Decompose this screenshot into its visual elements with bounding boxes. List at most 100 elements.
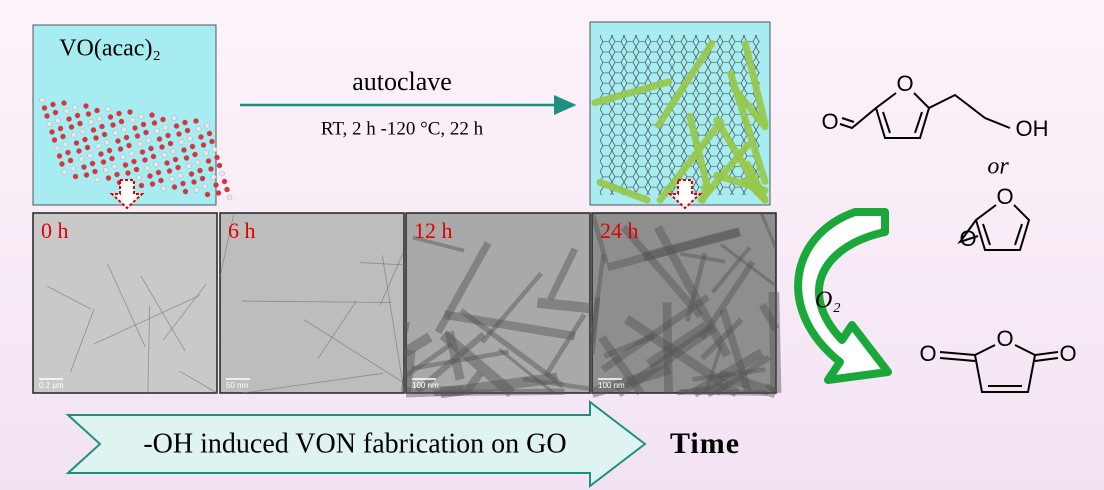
tem-feature bbox=[623, 315, 740, 397]
reaction-conditions: RT, 2 h -120 °C, 22 h bbox=[321, 118, 484, 139]
atom-dot bbox=[120, 154, 126, 160]
atom-dot bbox=[165, 132, 171, 139]
atom-dot bbox=[70, 165, 76, 172]
tem-feature bbox=[411, 349, 509, 371]
tem-feature bbox=[147, 305, 151, 394]
atom-dot bbox=[51, 137, 58, 143]
atom-dot bbox=[77, 120, 83, 127]
atom-dot bbox=[172, 156, 179, 163]
atom-dot bbox=[148, 145, 154, 152]
tem-feature bbox=[462, 370, 484, 396]
tem-feature bbox=[522, 376, 591, 391]
tem-feature bbox=[107, 263, 146, 347]
atom-dot bbox=[171, 184, 178, 190]
tem-feature bbox=[719, 243, 777, 288]
atom-dot bbox=[104, 139, 110, 146]
atom-dot bbox=[171, 115, 177, 121]
atom-dot bbox=[114, 171, 120, 178]
atom-dot bbox=[44, 113, 50, 119]
atom-dot bbox=[46, 121, 53, 127]
scale-label: 0.2 μm bbox=[39, 381, 64, 390]
tem-feature bbox=[381, 255, 405, 392]
atom-dot bbox=[178, 139, 185, 145]
atom-dot bbox=[94, 107, 100, 114]
atom-dot bbox=[96, 115, 103, 122]
tem-feature bbox=[590, 364, 672, 398]
atom-dot bbox=[155, 169, 162, 176]
atom-dot bbox=[126, 142, 132, 149]
precursor-lattice bbox=[39, 97, 233, 201]
time-arrow-text: -OH induced VON fabrication on GO bbox=[143, 428, 566, 459]
atom-dot bbox=[210, 174, 217, 180]
atom-dot bbox=[151, 120, 158, 126]
atom-dot bbox=[117, 146, 124, 152]
tem-image bbox=[219, 212, 405, 394]
tem-feature bbox=[317, 300, 357, 359]
tem-feature bbox=[641, 227, 742, 262]
tem-feature bbox=[717, 369, 778, 399]
rod bbox=[686, 112, 712, 194]
atom-dot bbox=[192, 151, 198, 158]
oxidant: O₂ bbox=[815, 288, 841, 314]
atom-dot bbox=[160, 185, 167, 192]
precursor-label: VO(acac)₂ bbox=[59, 36, 161, 62]
maleic-anhydride-bonds bbox=[939, 344, 1059, 393]
atom-dot bbox=[84, 144, 91, 151]
atom-dot bbox=[191, 179, 197, 185]
atom-dot bbox=[170, 148, 176, 155]
atom-dot bbox=[188, 171, 195, 177]
atom-dot bbox=[206, 130, 213, 137]
tem-feature bbox=[714, 354, 771, 396]
atom-dot bbox=[215, 190, 222, 196]
atom-dot bbox=[41, 105, 48, 111]
atom-dot bbox=[72, 173, 79, 180]
tem-feature bbox=[620, 224, 704, 319]
atom-dot bbox=[112, 130, 119, 136]
tem-feature bbox=[405, 385, 464, 398]
atom-dot bbox=[60, 133, 66, 140]
time-arrow bbox=[65, 399, 647, 489]
tem-feature bbox=[400, 349, 416, 394]
tem-feature bbox=[680, 251, 726, 264]
atom-dot bbox=[57, 125, 64, 132]
tem-feature bbox=[768, 291, 782, 394]
tem-feature bbox=[379, 252, 404, 306]
tem-feature bbox=[243, 372, 383, 394]
atom-dot bbox=[164, 160, 170, 166]
tem-feature bbox=[676, 382, 729, 396]
rod bbox=[591, 78, 673, 107]
tem-feature bbox=[480, 271, 543, 344]
atom-dot bbox=[167, 140, 174, 147]
atom-dot bbox=[214, 154, 220, 161]
atom-dot bbox=[203, 150, 209, 156]
atom-dot bbox=[138, 113, 144, 120]
atom: O bbox=[996, 326, 1013, 351]
atom-dot bbox=[128, 150, 135, 157]
scale-label: 100 nm bbox=[598, 381, 625, 390]
atom: O bbox=[996, 184, 1013, 209]
tem-feature bbox=[699, 260, 756, 341]
tem-feature bbox=[536, 297, 591, 314]
atom-dot bbox=[116, 110, 122, 117]
tem-feature bbox=[412, 235, 465, 253]
atom-dot bbox=[88, 119, 94, 125]
atom-dot bbox=[133, 166, 140, 173]
atom-dot bbox=[63, 108, 70, 114]
atom-dot bbox=[156, 136, 163, 142]
tem-time: 0 h bbox=[41, 218, 69, 243]
oxidation-arrow bbox=[794, 208, 892, 384]
atom-dot bbox=[125, 170, 131, 176]
rod bbox=[713, 171, 769, 194]
atom-dot bbox=[50, 101, 56, 108]
atom-dot bbox=[182, 188, 189, 195]
atom-dot bbox=[137, 141, 143, 147]
atom-dot bbox=[204, 122, 210, 129]
tem-feature bbox=[444, 330, 465, 381]
connector: or bbox=[987, 154, 1009, 180]
atom-dot bbox=[95, 143, 102, 149]
atom-dot bbox=[89, 160, 96, 167]
tem-feature bbox=[600, 294, 710, 373]
tem-feature bbox=[654, 225, 731, 358]
atom-dot bbox=[110, 122, 116, 128]
